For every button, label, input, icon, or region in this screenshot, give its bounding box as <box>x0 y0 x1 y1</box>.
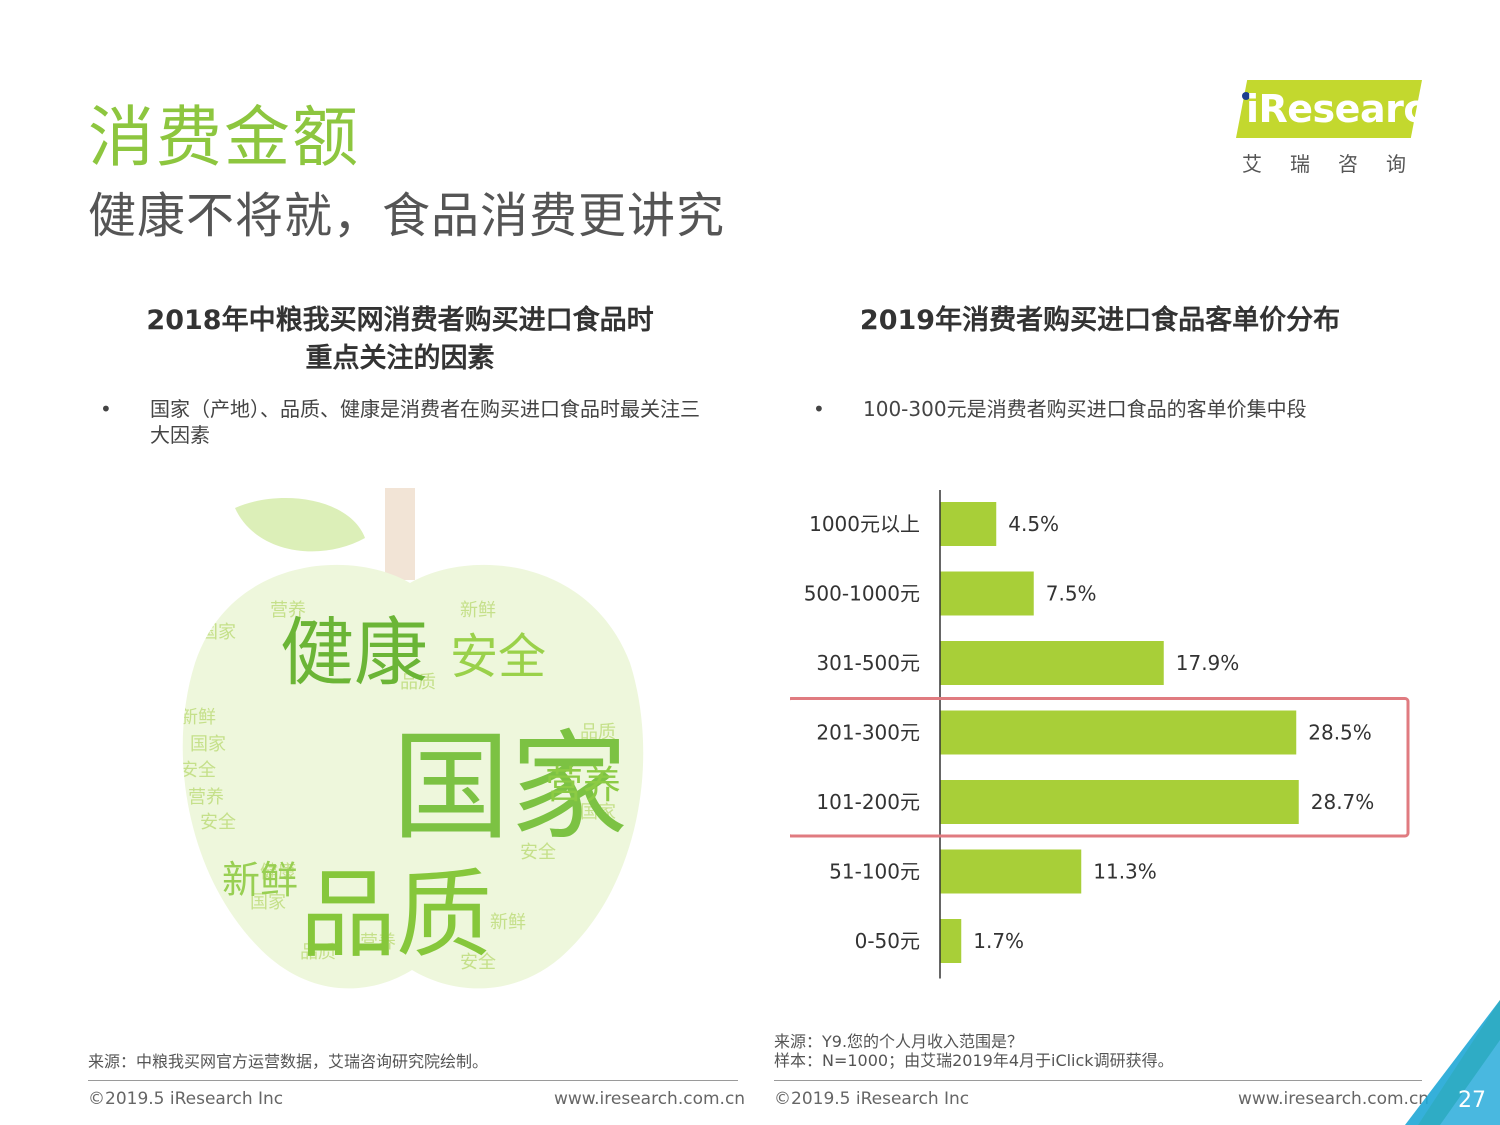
right-bullet-text: 100-300元是消费者购买进口食品的客单价集中段 <box>863 397 1307 421</box>
category-label-3: 201-300元 <box>816 721 920 745</box>
bar-chart: 1000元以上 500-1000元 301-500元 201-300元 101-200元… <box>790 490 1410 979</box>
svg-text:安全: 安全 <box>200 812 236 833</box>
svg-text:安全: 安全 <box>460 952 496 973</box>
category-label-1: 500-1000元 <box>804 582 920 606</box>
left-bullet-text: 国家（产地）、品质、健康是消费者在购买进口食品时最关注三大因素 <box>150 397 700 447</box>
right-panel-title: 2019年消费者购买进口食品客单价分布 <box>859 305 1341 336</box>
bullet-dot-icon: • <box>100 397 112 421</box>
page-title: 消费金额 <box>88 99 360 176</box>
value-label-0: 4.5% <box>1008 512 1059 536</box>
bar-1 <box>940 571 1034 616</box>
bar-3 <box>940 710 1297 755</box>
svg-text:健康: 健康 <box>260 862 296 883</box>
page-subtitle: 健康不将就，食品消费更讲究 <box>88 188 726 244</box>
svg-text:品质: 品质 <box>400 672 436 693</box>
wordcloud-word-anquan: 安全 <box>450 629 546 685</box>
category-label-6: 0-50元 <box>855 929 920 953</box>
wordcloud-word-guojia: 国家 <box>392 718 628 856</box>
logo-band <box>1236 80 1422 138</box>
value-label-6: 1.7% <box>973 929 1024 953</box>
svg-text:国家: 国家 <box>200 622 236 643</box>
website-link-right[interactable]: www.iresearch.com.cn <box>1238 1089 1430 1109</box>
bar-4 <box>940 780 1299 824</box>
category-label-0: 1000元以上 <box>809 512 920 536</box>
wordcloud-word-jiankang: 健康 <box>280 610 428 696</box>
bullet-dot-icon: • <box>813 397 825 421</box>
website-link-left[interactable]: www.iresearch.com.cn <box>554 1089 746 1109</box>
logo-cn-name: 艾瑞咨询 <box>1242 152 1434 176</box>
value-label-3: 28.5% <box>1308 721 1372 745</box>
highlight-box <box>790 697 1410 838</box>
svg-text:品质: 品质 <box>580 722 616 743</box>
svg-text:安全: 安全 <box>180 760 216 781</box>
bar-6 <box>940 919 962 963</box>
svg-text:国家: 国家 <box>580 802 616 823</box>
bar-2 <box>940 641 1164 685</box>
footer-divider-left <box>88 1080 738 1081</box>
corner-decoration <box>1405 1000 1500 1125</box>
bar-0 <box>940 502 997 546</box>
chart-bars <box>940 502 1299 963</box>
value-label-4: 28.7% <box>1311 790 1375 814</box>
svg-text:新鲜: 新鲜 <box>180 707 216 728</box>
wordcloud-word-xinxian: 新鲜 <box>222 858 298 902</box>
svg-text:国家: 国家 <box>250 892 286 913</box>
left-source-note: 来源：中粮我买网官方运营数据，艾瑞咨询研究院绘制。 <box>88 1052 489 1071</box>
svg-text:营养: 营养 <box>360 932 396 953</box>
svg-text:营养: 营养 <box>188 787 224 808</box>
right-source-note: 来源：Y9.您的个人月收入范围是？ 样本：N=1000；由艾瑞2019年4月于i… <box>774 1032 1174 1070</box>
chart-category-labels: 1000元以上 500-1000元 301-500元 201-300元 101-200元… <box>804 512 920 953</box>
right-source-line1: 来源：Y9.您的个人月收入范围是？ <box>774 1032 1024 1051</box>
value-label-1: 7.5% <box>1046 582 1097 606</box>
copyright-right: ©2019.5 iResearch Inc <box>774 1089 970 1109</box>
apple-stem <box>385 488 415 580</box>
wordcloud-word-yingyang: 营养 <box>545 763 621 807</box>
copyright-left: ©2019.5 iResearch Inc <box>88 1089 284 1109</box>
left-panel-title: 2018年中粮我买网消费者购买进口食品时 重点关注的因素 <box>100 302 700 378</box>
right-source-line2: 样本：N=1000；由艾瑞2019年4月于iClick调研获得。 <box>774 1051 1174 1070</box>
left-title-line1: 2018年中粮我买网消费者购买进口食品时 <box>146 305 654 336</box>
category-label-5: 51-100元 <box>829 860 920 884</box>
value-label-5: 11.3% <box>1093 860 1157 884</box>
wordcloud-word-pinzhi: 品质 <box>300 859 492 971</box>
bar-5 <box>940 849 1082 894</box>
apple-leaf <box>235 498 365 552</box>
svg-text:安全: 安全 <box>520 842 556 863</box>
category-label-4: 101-200元 <box>816 790 920 814</box>
svg-text:新鲜: 新鲜 <box>490 912 526 933</box>
svg-text:国家: 国家 <box>190 734 226 755</box>
svg-text:品质: 品质 <box>300 942 336 963</box>
apple-fill <box>182 564 644 989</box>
category-label-2: 301-500元 <box>816 651 920 675</box>
logo-brand: iResearch <box>1246 87 1452 131</box>
value-label-2: 17.9% <box>1176 651 1240 675</box>
footer-divider-right <box>774 1080 1422 1081</box>
left-title-line2: 重点关注的因素 <box>305 343 495 374</box>
logo-dot <box>1242 92 1250 100</box>
svg-text:营养: 营养 <box>270 600 306 621</box>
chart-value-labels: 4.5% 7.5% 17.9% 28.5% 28.7% 11.3% 1.7% <box>973 512 1374 953</box>
page-number: 27 <box>1458 1088 1486 1113</box>
iresearch-logo: iResearch 艾瑞咨询 <box>1236 80 1452 180</box>
svg-text:新鲜: 新鲜 <box>460 600 496 621</box>
